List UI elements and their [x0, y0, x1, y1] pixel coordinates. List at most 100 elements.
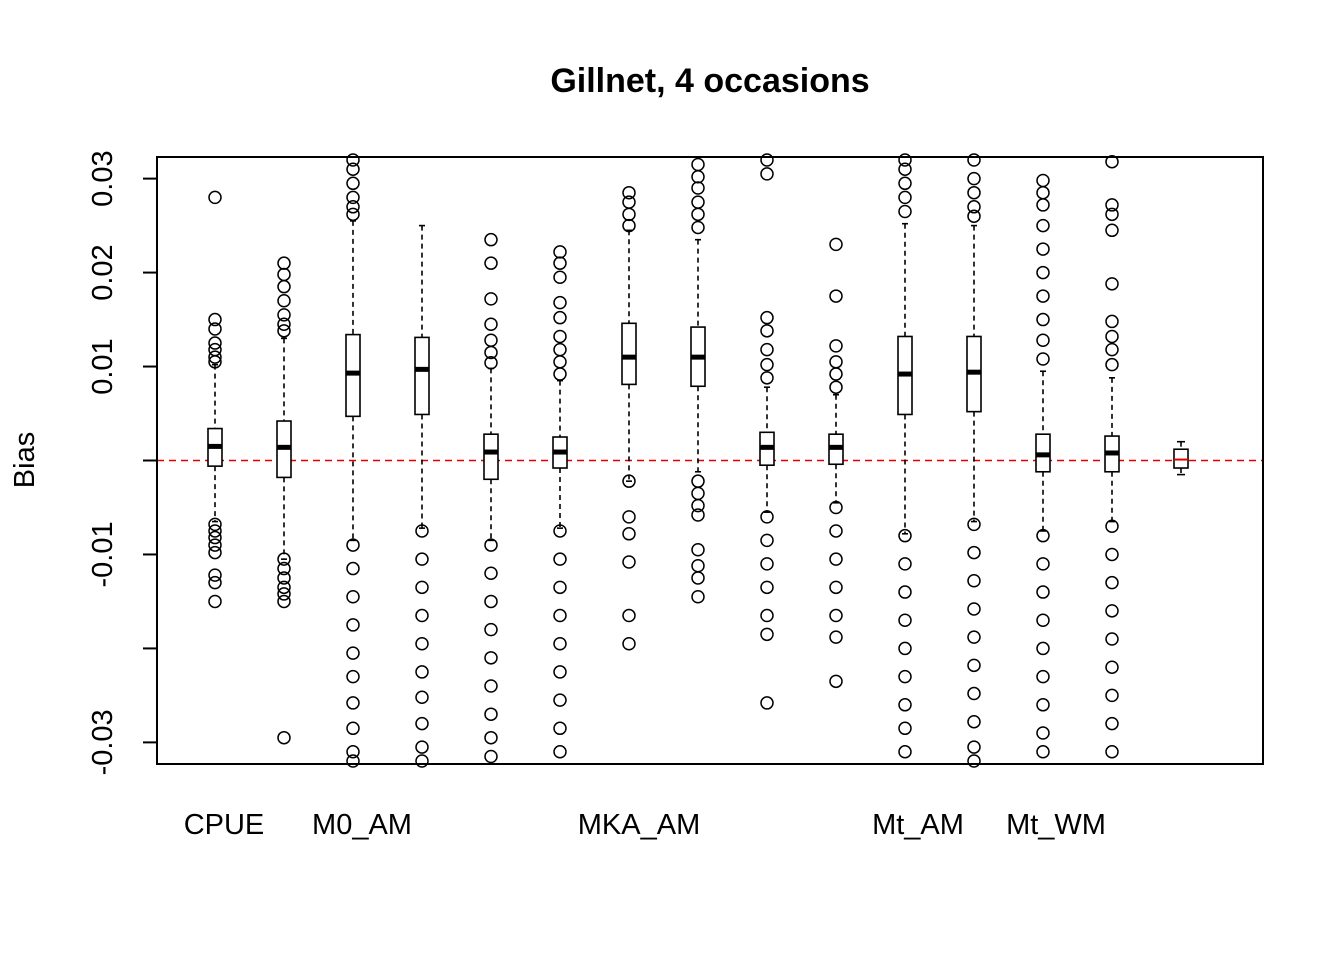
outlier-point: [277, 587, 291, 601]
outlier-point: [553, 256, 567, 270]
outlier-point: [208, 350, 222, 364]
box-12: [966, 153, 982, 768]
category-labels: CPUE M0_AM MKA_AM Mt_AM Mt_WM: [184, 809, 1106, 841]
outlier-point: [277, 730, 291, 745]
outlier-point: [829, 674, 843, 689]
outlier-point: [760, 533, 774, 548]
outlier-point: [277, 294, 291, 308]
outlier-point: [346, 669, 360, 684]
outlier-point: [691, 169, 705, 184]
outlier-point: [967, 686, 981, 701]
outlier-point: [484, 333, 498, 347]
outlier-point: [691, 589, 705, 604]
outlier-point: [484, 317, 498, 332]
outlier-point: [760, 342, 774, 357]
outlier-point: [346, 176, 360, 191]
outlier-point: [898, 528, 912, 543]
outlier-point: [1036, 312, 1050, 327]
outlier-point: [1105, 277, 1119, 291]
outlier-point: [898, 204, 912, 219]
outlier-point: [553, 355, 567, 369]
box-5: [483, 232, 499, 764]
outlier-point: [277, 571, 291, 585]
outlier-point: [967, 517, 981, 532]
outlier-point: [208, 355, 222, 369]
outlier-point: [346, 754, 360, 768]
outlier-point: [415, 716, 429, 731]
outlier-point: [208, 545, 222, 560]
outlier-point: [277, 594, 291, 609]
outlier-point: [346, 162, 360, 176]
outlier-point: [967, 602, 981, 616]
outlier-point: [553, 665, 567, 679]
outlier-point: [484, 345, 498, 360]
box-8: [690, 157, 706, 604]
outlier-point: [691, 220, 705, 235]
outlier-point: [553, 608, 567, 623]
chart-title: Gillnet, 4 occasions: [550, 62, 869, 100]
outlier-point: [553, 524, 567, 538]
x-category-label: Mt_AM: [872, 809, 964, 841]
outlier-point: [691, 543, 705, 557]
outlier-point: [553, 552, 567, 566]
outlier-point: [277, 317, 291, 332]
outlier-point: [346, 646, 360, 660]
outlier-point: [1105, 745, 1119, 759]
outlier-point: [967, 185, 981, 200]
outlier-point: [760, 153, 774, 167]
y-tick-label: 0.02: [87, 244, 119, 300]
outlier-point: [1105, 314, 1119, 329]
y-tick-label: -0.01: [87, 521, 119, 587]
box-13: [1035, 173, 1051, 759]
outlier-point: [760, 167, 774, 181]
outlier-point: [208, 575, 222, 590]
outlier-point: [760, 510, 774, 524]
outlier-point: [1036, 289, 1050, 303]
box-6: [552, 245, 568, 759]
outlier-point: [898, 745, 912, 759]
outlier-point: [484, 356, 498, 370]
outlier-point: [691, 498, 705, 513]
outlier-point: [1036, 333, 1050, 347]
outlier-point: [208, 530, 222, 545]
outlier-point: [1105, 207, 1119, 222]
outlier-point: [553, 310, 567, 325]
box-iqr: [483, 433, 499, 481]
outlier-point: [277, 256, 291, 270]
outlier-point: [760, 557, 774, 571]
outlier-point: [691, 195, 705, 209]
outlier-point: [829, 552, 843, 566]
outlier-point: [415, 608, 429, 623]
outlier-point: [898, 698, 912, 712]
outlier-point: [553, 721, 567, 736]
outlier-point: [1105, 604, 1119, 618]
box-15: [1173, 440, 1189, 476]
y-axis: 0.03 0.02 0.01 -0.01 -0.03: [87, 150, 157, 775]
outlier-point: [622, 185, 636, 200]
outlier-point: [553, 342, 567, 357]
box-4: [414, 224, 430, 768]
outlier-point: [208, 538, 222, 552]
outlier-point: [277, 552, 291, 566]
outlier-point: [1105, 660, 1119, 674]
outlier-point: [829, 237, 843, 252]
outlier-point: [1036, 352, 1050, 366]
outlier-point: [415, 552, 429, 566]
outlier-point: [967, 545, 981, 560]
outlier-point: [208, 524, 222, 538]
box-3: [345, 153, 361, 768]
outlier-point: [898, 613, 912, 627]
box-1: [207, 190, 223, 609]
outlier-point: [1105, 632, 1119, 646]
x-category-label: M0_AM: [312, 809, 412, 841]
outlier-point: [1036, 242, 1050, 256]
outlier-point: [760, 696, 774, 710]
outlier-point: [415, 740, 429, 754]
outlier-point: [346, 696, 360, 710]
outlier-point: [415, 636, 429, 651]
outlier-point: [346, 561, 360, 576]
outlier-point: [208, 568, 222, 582]
outlier-point: [829, 339, 843, 353]
outlier-point: [1105, 688, 1119, 703]
outlier-point: [484, 594, 498, 609]
